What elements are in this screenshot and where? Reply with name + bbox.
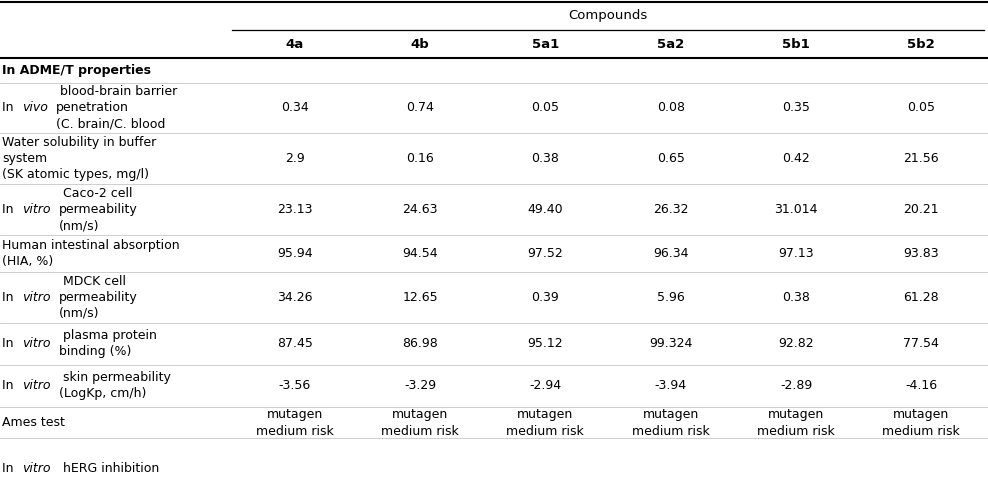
Text: skin permeability
(LogKp, cm/h): skin permeability (LogKp, cm/h) bbox=[59, 372, 171, 400]
Text: mutagen
medium risk: mutagen medium risk bbox=[381, 408, 458, 437]
Text: 31.014: 31.014 bbox=[775, 203, 818, 216]
Text: 92.82: 92.82 bbox=[779, 337, 814, 350]
Text: In: In bbox=[2, 462, 18, 475]
Text: 97.13: 97.13 bbox=[779, 247, 814, 260]
Text: In: In bbox=[2, 203, 18, 216]
Text: 87.45: 87.45 bbox=[277, 337, 312, 350]
Text: mutagen
medium risk: mutagen medium risk bbox=[631, 408, 709, 437]
Text: vitro: vitro bbox=[22, 462, 50, 475]
Text: In: In bbox=[2, 291, 18, 304]
Text: 0.42: 0.42 bbox=[782, 152, 810, 165]
Text: Water solubility in buffer
system
(SK atomic types, mg/l): Water solubility in buffer system (SK at… bbox=[2, 136, 156, 182]
Text: 21.56: 21.56 bbox=[903, 152, 940, 165]
Text: vitro: vitro bbox=[22, 203, 50, 216]
Text: 26.32: 26.32 bbox=[653, 203, 689, 216]
Text: 0.34: 0.34 bbox=[281, 102, 308, 115]
Text: In: In bbox=[2, 379, 18, 392]
Text: 4b: 4b bbox=[411, 38, 430, 51]
Text: In: In bbox=[2, 337, 18, 350]
Text: 0.16: 0.16 bbox=[406, 152, 434, 165]
Text: mutagen
medium risk: mutagen medium risk bbox=[757, 408, 835, 437]
Text: In ADME/T properties: In ADME/T properties bbox=[2, 64, 151, 77]
Text: 20.21: 20.21 bbox=[903, 203, 940, 216]
Text: -2.89: -2.89 bbox=[780, 379, 812, 392]
Text: In: In bbox=[2, 102, 18, 115]
Text: 77.54: 77.54 bbox=[903, 337, 940, 350]
Text: vitro: vitro bbox=[22, 291, 50, 304]
Text: plasma protein
binding (%): plasma protein binding (%) bbox=[59, 329, 157, 358]
Text: 0.08: 0.08 bbox=[657, 102, 685, 115]
Text: blood-brain barrier
penetration
(C. brain/C. blood: blood-brain barrier penetration (C. brai… bbox=[55, 85, 177, 130]
Text: -4.16: -4.16 bbox=[905, 379, 938, 392]
Text: vivo: vivo bbox=[22, 102, 48, 115]
Text: -3.94: -3.94 bbox=[655, 379, 687, 392]
Text: hERG inhibition: hERG inhibition bbox=[59, 462, 159, 475]
Text: 0.38: 0.38 bbox=[782, 291, 810, 304]
Text: 61.28: 61.28 bbox=[903, 291, 940, 304]
Text: 23.13: 23.13 bbox=[277, 203, 312, 216]
Text: 0.74: 0.74 bbox=[406, 102, 434, 115]
Text: Compounds: Compounds bbox=[568, 9, 647, 22]
Text: 49.40: 49.40 bbox=[528, 203, 563, 216]
Text: 95.12: 95.12 bbox=[528, 337, 563, 350]
Text: 99.324: 99.324 bbox=[649, 337, 693, 350]
Text: -2.94: -2.94 bbox=[530, 379, 561, 392]
Text: vitro: vitro bbox=[22, 337, 50, 350]
Text: 93.83: 93.83 bbox=[903, 247, 940, 260]
Text: -3.56: -3.56 bbox=[279, 379, 311, 392]
Text: 2.9: 2.9 bbox=[285, 152, 304, 165]
Text: 0.05: 0.05 bbox=[907, 102, 936, 115]
Text: 0.05: 0.05 bbox=[532, 102, 559, 115]
Text: 5b2: 5b2 bbox=[907, 38, 936, 51]
Text: -3.29: -3.29 bbox=[404, 379, 436, 392]
Text: mutagen
medium risk: mutagen medium risk bbox=[256, 408, 334, 437]
Text: 24.63: 24.63 bbox=[402, 203, 438, 216]
Text: 12.65: 12.65 bbox=[402, 291, 438, 304]
Text: MDCK cell
permeability
(nm/s): MDCK cell permeability (nm/s) bbox=[59, 275, 138, 320]
Text: Human intestinal absorption
(HIA, %): Human intestinal absorption (HIA, %) bbox=[2, 239, 180, 268]
Text: 0.65: 0.65 bbox=[657, 152, 685, 165]
Text: Ames test: Ames test bbox=[2, 416, 65, 429]
Text: 5b1: 5b1 bbox=[782, 38, 810, 51]
Text: Caco-2 cell
permeability
(nm/s): Caco-2 cell permeability (nm/s) bbox=[59, 187, 138, 232]
Text: 34.26: 34.26 bbox=[277, 291, 312, 304]
Text: 94.54: 94.54 bbox=[402, 247, 438, 260]
Text: 0.35: 0.35 bbox=[782, 102, 810, 115]
Text: mutagen
medium risk: mutagen medium risk bbox=[882, 408, 960, 437]
Text: vitro: vitro bbox=[22, 379, 50, 392]
Text: 95.94: 95.94 bbox=[277, 247, 312, 260]
Text: 5a2: 5a2 bbox=[657, 38, 685, 51]
Text: 0.39: 0.39 bbox=[532, 291, 559, 304]
Text: 5.96: 5.96 bbox=[657, 291, 685, 304]
Text: 97.52: 97.52 bbox=[528, 247, 563, 260]
Text: mutagen
medium risk: mutagen medium risk bbox=[507, 408, 584, 437]
Text: 4a: 4a bbox=[286, 38, 303, 51]
Text: 96.34: 96.34 bbox=[653, 247, 689, 260]
Text: 86.98: 86.98 bbox=[402, 337, 438, 350]
Text: 0.38: 0.38 bbox=[532, 152, 559, 165]
Text: 5a1: 5a1 bbox=[532, 38, 559, 51]
